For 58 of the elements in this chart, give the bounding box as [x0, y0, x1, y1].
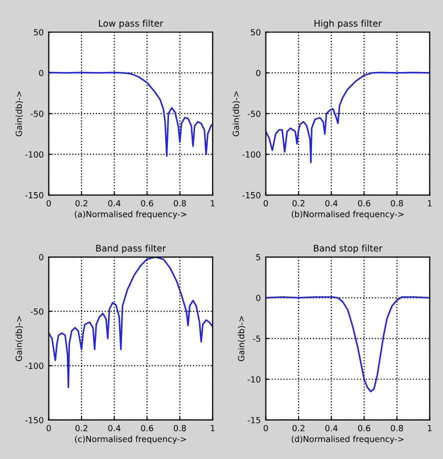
x-tick-label: 0.8	[390, 200, 403, 206]
x-tick-label: 0.6	[141, 424, 154, 432]
line-series	[266, 296, 430, 392]
y-tick-label: 5	[256, 254, 260, 260]
y-tick-label: -5	[253, 336, 260, 342]
y-tick-label: -100	[25, 362, 44, 369]
x-axis-title: (a)Normalised frequency->	[74, 210, 186, 219]
y-tick-label: -50	[248, 110, 260, 117]
x-tick-label: 0	[46, 424, 51, 432]
chart-title: Band stop filter	[314, 244, 382, 254]
y-tick-label: 0	[39, 254, 44, 260]
chart-title: Band pass filter	[96, 244, 166, 254]
x-tick-label: 1	[210, 425, 215, 432]
y-axis-title: Gain(db)->	[16, 91, 23, 136]
y-tick-label: 0	[256, 70, 260, 76]
x-axis-title: (c)Normalised frequency->	[75, 436, 186, 444]
y-tick-label: -100	[25, 151, 44, 158]
x-tick-label: 0.4	[325, 424, 338, 432]
x-tick-label: 0.6	[358, 200, 370, 206]
y-axis-title: Gain(db)->	[238, 316, 246, 362]
x-tick-label: 0.8	[174, 200, 186, 206]
x-tick-label: 0	[46, 200, 51, 206]
y-tick-label: 0	[39, 70, 44, 76]
y-tick-label: -100	[242, 151, 260, 158]
y-axis-title: Gain(db)->	[16, 316, 23, 362]
line-series	[266, 72, 430, 164]
y-tick-label: -150	[25, 416, 44, 424]
x-tick-label: 0.4	[108, 200, 120, 206]
x-tick-label: 0.6	[358, 424, 370, 432]
x-tick-label: 0.8	[390, 424, 403, 432]
x-tick-label: 0.2	[292, 200, 304, 206]
y-axis-title: Gain(db)->	[232, 91, 240, 136]
y-tick-label: 50	[34, 29, 44, 36]
x-axis-title: (d)Normalised frequency->	[292, 436, 404, 444]
x-tick-label: 1	[210, 200, 215, 206]
y-tick-label: -15	[248, 417, 260, 424]
x-tick-label: 0.4	[108, 424, 120, 432]
x-axis-title: (b)Normalised frequency->	[292, 210, 404, 219]
y-tick-label: -50	[30, 110, 44, 117]
chart-title: High pass filter	[314, 20, 382, 28]
x-tick-label: 0.2	[75, 200, 88, 206]
y-tick-label: -150	[242, 192, 260, 198]
x-tick-label: 0.2	[292, 424, 304, 432]
x-tick-label: 0.6	[141, 200, 154, 206]
x-tick-label: 1	[428, 200, 432, 206]
x-tick-label: 0	[264, 200, 268, 206]
x-tick-label: 1	[428, 425, 432, 432]
y-tick-label: 50	[250, 29, 260, 36]
line-series	[48, 72, 213, 157]
chart-title: Low pass filter	[98, 20, 164, 28]
y-tick-label: -150	[25, 192, 44, 198]
y-tick-label: 0	[256, 294, 260, 302]
y-tick-label: -50	[30, 308, 44, 315]
x-tick-label: 0.2	[75, 424, 88, 432]
x-tick-label: 0.8	[174, 424, 186, 432]
y-tick-label: -10	[248, 376, 260, 383]
x-tick-label: 0.4	[325, 200, 338, 206]
x-tick-label: 0	[264, 424, 268, 432]
